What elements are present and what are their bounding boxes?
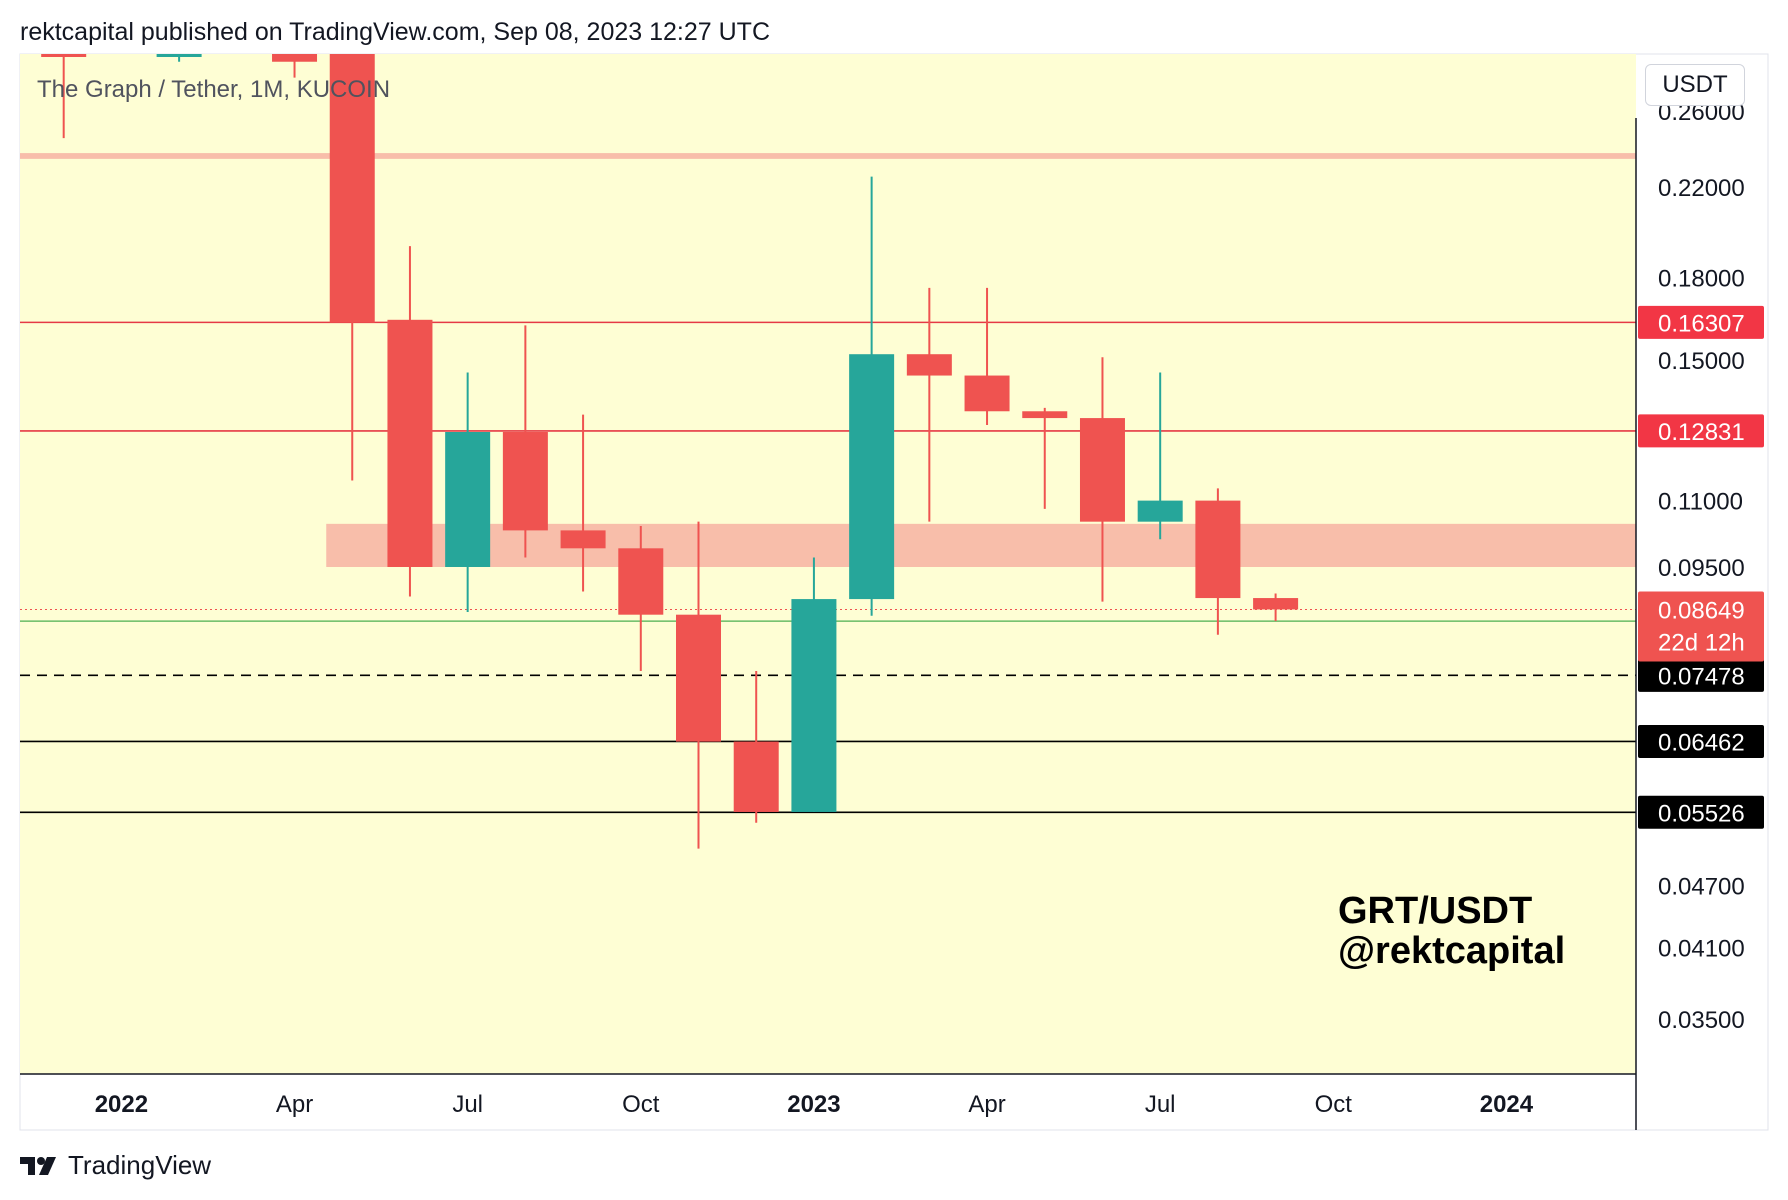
badge-0.06462-bg xyxy=(1638,724,1764,758)
badge-0.16307-label: 0.16307 xyxy=(1658,310,1745,337)
body-2023-08 xyxy=(1195,500,1241,599)
body-2023-02 xyxy=(849,354,895,600)
price-tick-0.09500: 0.09500 xyxy=(1658,555,1745,582)
time-tick-2022-10: Oct xyxy=(622,1091,660,1118)
badge-last-price-bg xyxy=(1638,591,1764,662)
price-tick-0.18000: 0.18000 xyxy=(1658,266,1745,293)
candle-2023-04 xyxy=(964,287,1010,425)
badge-0.16307: 0.16307 xyxy=(1638,305,1764,339)
candle-2023-03 xyxy=(906,287,952,522)
badge-0.12831-bg xyxy=(1638,414,1764,448)
badge-0.05526-bg xyxy=(1638,795,1764,829)
body-2022-08 xyxy=(502,432,548,531)
candle-2023-07 xyxy=(1137,372,1183,540)
badge-0.07478-label: 0.07478 xyxy=(1658,663,1745,690)
annotation-pair: GRT/USDT xyxy=(1338,890,1532,932)
candle-2022-04 xyxy=(272,54,318,78)
badge-0.07478: 0.07478 xyxy=(1638,658,1764,692)
body-2023-03 xyxy=(906,354,952,376)
publisher-header: rektcapital published on TradingView.com… xyxy=(20,18,770,46)
badge-last-price: 0.08649 22d 12h xyxy=(1638,591,1764,662)
candle-layer xyxy=(41,54,1299,849)
candle-2022-12 xyxy=(733,671,779,823)
price-badges: 0.163070.128310.084300.074780.064620.055… xyxy=(1638,305,1764,829)
candle-2023-05 xyxy=(1022,407,1068,509)
candle-2022-09 xyxy=(560,414,606,592)
body-2021-12 xyxy=(41,54,87,57)
chart-title: The Graph / Tether, 1M, KUCOIN xyxy=(37,76,390,103)
price-tick-0.04100: 0.04100 xyxy=(1658,935,1745,962)
tradingview-footer[interactable]: TradingView xyxy=(20,1150,211,1181)
candle-2022-10 xyxy=(618,526,664,672)
badge-0.05526-label: 0.05526 xyxy=(1658,800,1745,827)
candle-2023-01 xyxy=(791,557,837,812)
body-2022-07 xyxy=(445,432,491,567)
time-tick-2023-07: Jul xyxy=(1145,1091,1176,1118)
badge-0.16307-bg xyxy=(1638,305,1764,339)
last-price-value: 0.08649 xyxy=(1658,597,1745,624)
zone-1 xyxy=(20,153,1636,159)
badge-0.07478-bg xyxy=(1638,658,1764,692)
body-2023-09 xyxy=(1253,598,1299,610)
time-tick-2022-07: Jul xyxy=(452,1091,483,1118)
price-axis[interactable]: 0.260000.220000.180000.150000.110000.095… xyxy=(1658,99,1745,1034)
badge-0.06462-label: 0.06462 xyxy=(1658,729,1745,756)
candle-2022-06 xyxy=(387,246,433,597)
candle-2022-02 xyxy=(156,54,202,62)
body-2023-07 xyxy=(1137,500,1183,522)
body-2023-04 xyxy=(964,375,1010,412)
body-2022-12 xyxy=(733,741,779,812)
body-2023-06 xyxy=(1079,418,1125,522)
body-2022-04 xyxy=(272,54,318,62)
candle-2023-08 xyxy=(1195,488,1241,635)
body-2023-01 xyxy=(791,599,837,812)
candle-2022-11 xyxy=(676,521,721,849)
candle-2023-06 xyxy=(1079,357,1125,602)
candle-2022-07 xyxy=(445,372,491,613)
time-tick-2022-04: Apr xyxy=(276,1091,313,1118)
badge-0.05526: 0.05526 xyxy=(1638,795,1764,829)
body-2022-10 xyxy=(618,548,664,615)
zone-layer xyxy=(20,153,1636,567)
body-2022-11 xyxy=(676,614,721,742)
price-tick-0.04700: 0.04700 xyxy=(1658,874,1745,901)
time-tick-2023-10: Oct xyxy=(1315,1091,1353,1118)
price-tick-0.22000: 0.22000 xyxy=(1658,175,1745,202)
candle-2022-05 xyxy=(329,54,375,481)
badge-0.06462: 0.06462 xyxy=(1638,724,1764,758)
time-axis[interactable]: 2022 Apr Jul Oct 2023 Apr Jul Oct 2024 xyxy=(95,1091,1534,1118)
zone-0 xyxy=(326,523,1636,567)
body-2022-05 xyxy=(329,54,375,323)
time-tick-2023-01: 2023 xyxy=(787,1091,840,1118)
time-tick-2022-01: 2022 xyxy=(95,1091,148,1118)
price-tick-0.15000: 0.15000 xyxy=(1658,348,1745,375)
body-2022-06 xyxy=(387,319,433,567)
currency-button[interactable]: USDT xyxy=(1645,64,1745,106)
badge-0.12831: 0.12831 xyxy=(1638,414,1764,448)
price-tick-0.11000: 0.11000 xyxy=(1658,489,1743,516)
time-tick-2023-04: Apr xyxy=(968,1091,1005,1118)
tradingview-logo-icon xyxy=(20,1156,56,1175)
candle-2023-09 xyxy=(1253,593,1299,622)
body-2022-09 xyxy=(560,530,606,549)
price-tick-0.03500: 0.03500 xyxy=(1658,1007,1745,1034)
tradingview-brand: TradingView xyxy=(68,1150,212,1180)
annotation-handle: @rektcapital xyxy=(1338,930,1565,972)
last-price-countdown: 22d 12h xyxy=(1658,629,1745,656)
candle-2023-02 xyxy=(849,176,895,616)
candle-2021-12 xyxy=(41,54,87,139)
badge-0.12831-label: 0.12831 xyxy=(1658,419,1745,446)
body-2022-02 xyxy=(156,54,202,57)
candle-2022-08 xyxy=(502,325,548,558)
time-tick-2024-01: 2024 xyxy=(1480,1091,1534,1118)
body-2023-05 xyxy=(1022,411,1068,419)
